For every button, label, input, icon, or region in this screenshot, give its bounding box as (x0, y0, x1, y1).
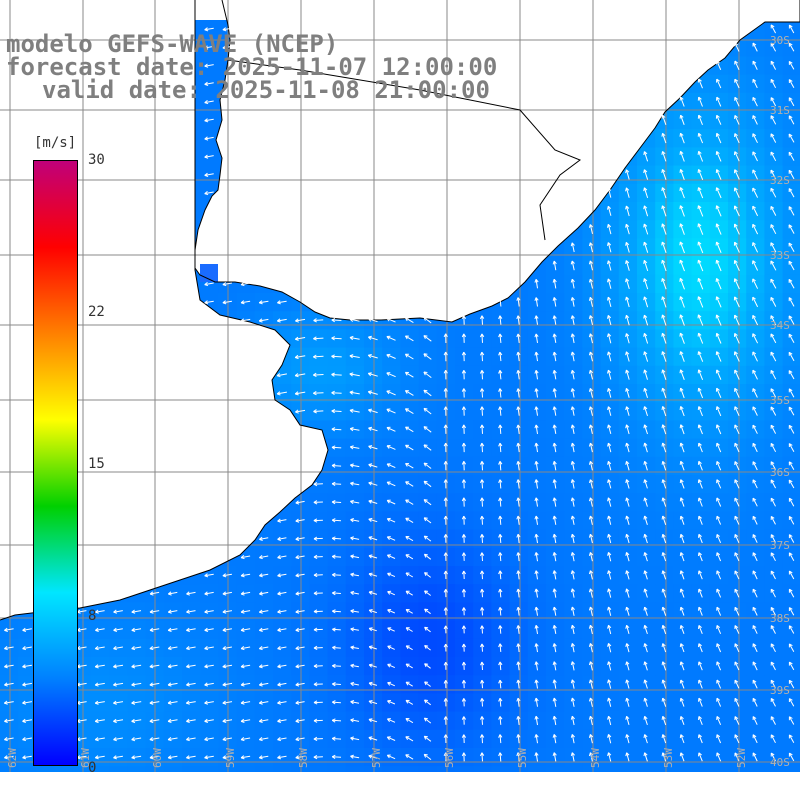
lon-label: 55W (516, 748, 529, 768)
lon-label: 52W (735, 748, 748, 768)
lat-label: 38S (770, 612, 790, 625)
lon-label: 58W (297, 748, 310, 768)
colorbar-tick-30: 30 (88, 152, 105, 168)
lon-label: 60W (151, 748, 164, 768)
lon-label: 62W (6, 748, 19, 768)
lon-label: 54W (589, 748, 602, 768)
bottom-margin (0, 772, 800, 800)
lat-label: 40S (770, 756, 790, 769)
lat-label: 30S (770, 34, 790, 47)
colorbar-tick-8: 8 (88, 608, 96, 624)
lat-label: 39S (770, 684, 790, 697)
lat-label: 31S (770, 104, 790, 117)
lat-label: 34S (770, 319, 790, 332)
lon-label: 57W (370, 748, 383, 768)
lon-label: 53W (662, 748, 675, 768)
lat-label: 36S (770, 466, 790, 479)
lat-label: 33S (770, 249, 790, 262)
colorbar-unit: [m/s] (34, 135, 76, 151)
colorbar-tick-22: 22 (88, 304, 105, 320)
valid-date: valid date: 2025-11-08 21:00:00 (42, 78, 490, 102)
colorbar-tick-0: 0 (88, 760, 96, 776)
lon-label: 56W (443, 748, 456, 768)
lon-label: 59W (224, 748, 237, 768)
lat-label: 35S (770, 394, 790, 407)
lat-label: 32S (770, 174, 790, 187)
colorbar (33, 160, 78, 766)
colorbar-tick-15: 15 (88, 456, 105, 472)
lat-label: 37S (770, 539, 790, 552)
